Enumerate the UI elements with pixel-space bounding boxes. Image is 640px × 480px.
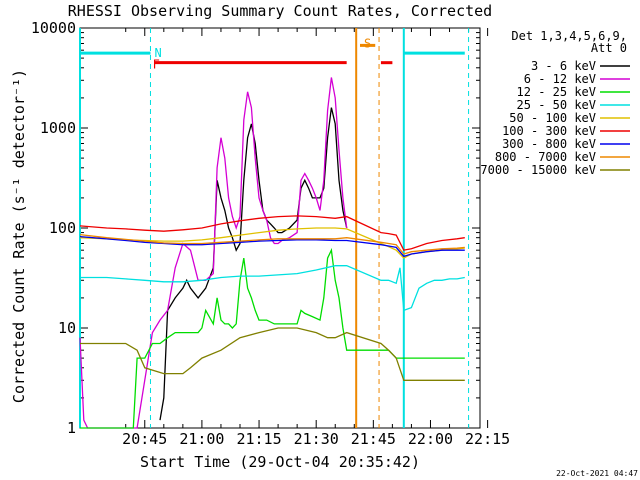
series-line-7: [79, 233, 465, 255]
x-tick-label: 22:00: [408, 430, 453, 448]
x-tick-label: 20:45: [122, 430, 167, 448]
annotation-N: N: [154, 46, 161, 60]
series-line-3: [80, 265, 465, 312]
plot-frame: [79, 27, 481, 429]
y-tick-label: 1000: [40, 119, 76, 137]
legend-label: 100 - 300 keV: [502, 124, 596, 138]
legend-label: 800 - 7000 keV: [495, 150, 596, 164]
x-tick-label: 22:15: [465, 430, 510, 448]
legend-label: 300 - 800 keV: [502, 137, 596, 151]
y-tick-label: 100: [49, 219, 76, 237]
x-tick-label: 21:30: [294, 430, 339, 448]
x-axis-label: Start Time (29-Oct-04 20:35:42): [140, 453, 420, 471]
x-tick-label: 21:00: [179, 430, 224, 448]
legend-label: 6 - 12 keV: [524, 72, 596, 86]
series-line-8: [80, 327, 465, 381]
legend-label: 25 - 50 keV: [517, 98, 596, 112]
chart-title: RHESSI Observing Summary Count Rates, Co…: [68, 2, 492, 20]
footer-timestamp: 22-Oct-2021 04:47: [556, 469, 638, 478]
y-axis-label: Corrected Count Rate (s⁻¹ detector⁻¹): [10, 69, 28, 403]
series-line-0: [159, 107, 348, 421]
axis-ticks: 20:45 21:00 21:15 21:30 21:45 22:00 22:15 1 10 10…: [31, 19, 510, 448]
series-line-6: [79, 235, 465, 258]
series-line-5: [79, 215, 465, 251]
plot-area: NF S: [79, 28, 470, 429]
legend-subtitle: Att 0: [591, 41, 627, 55]
series-line-2: [80, 247, 465, 429]
annotation-F: F: [153, 58, 160, 72]
legend-title: Det 1,3,4,5,6,9,: [511, 29, 627, 43]
y-tick-label: 10000: [31, 19, 76, 37]
annotation-S: S: [364, 36, 371, 50]
x-tick-label: 21:45: [351, 430, 396, 448]
legend-label: 7000 - 15000 keV: [480, 163, 596, 177]
y-tick-label: 1: [67, 419, 76, 437]
y-tick-label: 10: [58, 319, 76, 337]
legend-label: 3 - 6 keV: [531, 59, 596, 73]
legend-label: 12 - 25 keV: [517, 85, 596, 99]
x-tick-label: 21:15: [236, 430, 281, 448]
series-line-1: [79, 77, 348, 429]
legend-label: 50 - 100 keV: [509, 111, 596, 125]
